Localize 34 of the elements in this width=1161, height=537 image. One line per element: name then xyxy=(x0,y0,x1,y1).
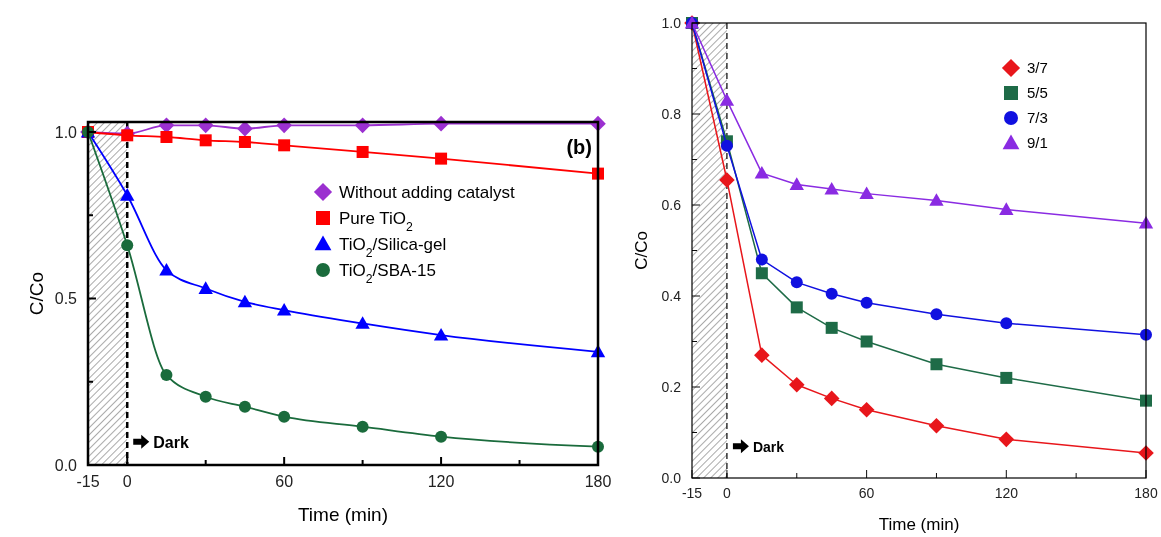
legend-label: Pure TiO$_{2}$ xyxy=(339,208,414,234)
x-tick-label: 180 xyxy=(584,473,612,490)
legend-label: Without adding catalyst xyxy=(339,182,516,202)
x-tick-label: 0 xyxy=(122,473,132,490)
x-tick-label: 60 xyxy=(858,485,875,501)
x-axis-title: Time (min) xyxy=(878,515,960,534)
legend-label: 7/3 xyxy=(1027,108,1048,126)
y-tick-label: 0.0 xyxy=(54,456,78,474)
y-tick-label: 0.6 xyxy=(661,196,682,213)
annotation: Dark xyxy=(153,433,189,451)
legend-label: TiO$_{2}$/SBA-15 xyxy=(339,260,436,286)
y-tick-label: 0.2 xyxy=(661,378,682,395)
y-axis-title: C/Co xyxy=(26,271,47,316)
annotation: (b) xyxy=(566,136,592,158)
x-tick-label: 60 xyxy=(275,473,294,490)
x-tick-label: 0 xyxy=(723,485,732,501)
x-axis-title: Time (min) xyxy=(297,504,389,525)
x-tick-label: 180 xyxy=(1134,485,1158,501)
y-tick-label: 1.0 xyxy=(54,123,78,141)
x-tick-label: -15 xyxy=(76,473,100,490)
x-tick-label: 120 xyxy=(427,473,455,490)
x-tick-label: 120 xyxy=(994,485,1019,501)
y-tick-label: 1.0 xyxy=(661,14,682,31)
y-tick-label: 0.8 xyxy=(661,105,682,122)
annotation: Dark xyxy=(752,439,785,456)
legend-label: TiO$_{2}$/Silica-gel xyxy=(339,234,447,260)
legend-label: 5/5 xyxy=(1027,83,1048,101)
y-axis-title: C/Co xyxy=(632,231,651,270)
legend-label: 3/7 xyxy=(1027,58,1048,76)
x-tick-label: -15 xyxy=(681,485,703,501)
y-tick-label: 0.4 xyxy=(661,287,682,304)
y-tick-label: 0.0 xyxy=(661,469,682,486)
legend-label: 9/1 xyxy=(1027,133,1048,151)
y-tick-label: 0.5 xyxy=(54,290,78,308)
